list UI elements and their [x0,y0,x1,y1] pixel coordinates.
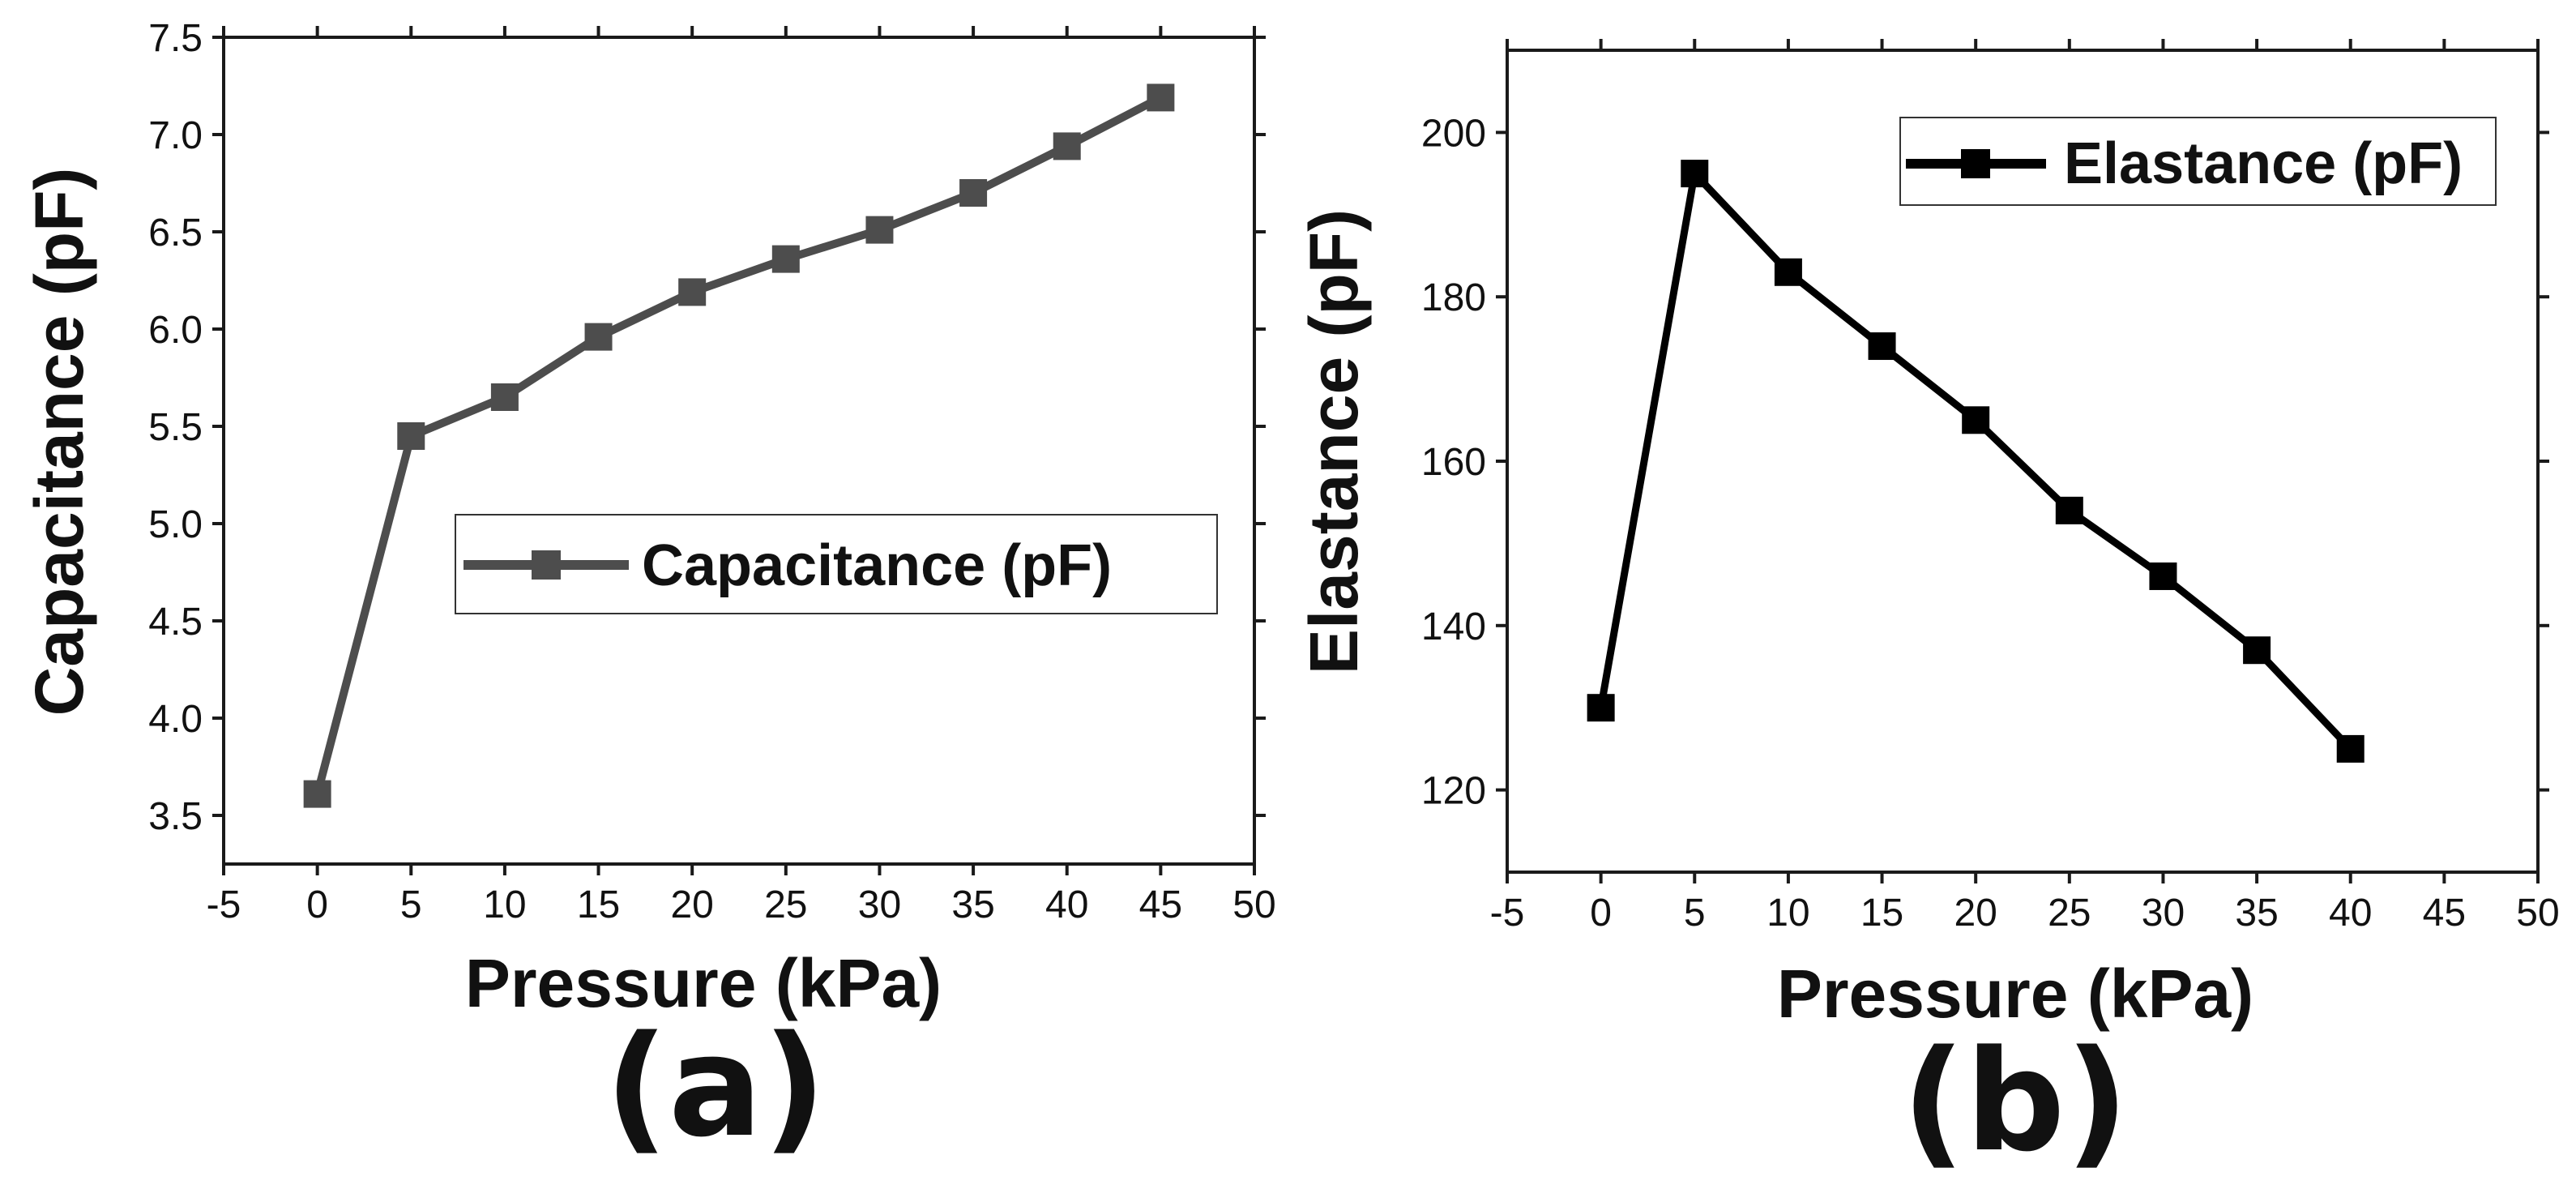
y-tick-label-a: 6.0 [148,309,203,352]
chart-panel-b: (b) Pressure (kPa) Elastance (pF) -5 0 5 10… [1296,39,2560,1183]
data-point-b [2055,496,2083,524]
x-tick-label-a: 50 [1232,883,1275,926]
x-tick-label-b: 40 [2329,892,2372,935]
series-line-b [1597,169,2353,751]
x-tick-label-b: 15 [1860,892,1903,935]
series-group-a [303,83,1175,808]
y-tick-label-a: 3.5 [148,795,203,838]
y-tick-label-b: 160 [1421,441,1486,484]
series-line-a [313,93,1163,795]
x-tick-label-b: 35 [2235,892,2278,935]
x-tick-label-b: 20 [1954,892,1997,935]
y-tick-label-a: 7.0 [148,114,203,157]
legend-marker-a [532,550,561,580]
y-tick-label-b: 120 [1421,770,1486,813]
legend-marker-b [1961,149,1990,178]
x-tick-label-a: 0 [306,883,328,926]
y-tick-label-b: 200 [1421,112,1486,155]
x-axis-title-a: Pressure (kPa) [465,945,942,1021]
tick-group-b: -5 0 5 10 15 20 25 30 35 40 45 50 120 140 160 180 200 [1421,39,2560,935]
x-tick-label-b: 45 [2423,892,2466,935]
data-point-a [1053,132,1081,160]
data-point-b [2336,734,2365,763]
x-tick-label-b: 30 [2142,892,2185,935]
x-tick-label-a: 45 [1139,883,1182,926]
data-point-a [303,780,331,808]
x-tick-label-b: 50 [2516,892,2559,935]
legend-a: Capacitance (pF) [455,514,1218,614]
plot-frame-a [222,36,1256,866]
data-point-a [959,179,988,207]
data-point-b [1774,258,1802,286]
y-axis-title-b: Elastance (pF) [1296,209,1372,674]
x-tick-label-a: 35 [951,883,994,926]
data-point-a [397,422,425,450]
data-point-a [865,216,894,244]
data-point-a [1147,83,1175,112]
data-point-b [1681,160,1709,188]
data-point-b [2149,562,2177,590]
data-point-a [678,278,707,306]
x-tick-label-b: 5 [1684,892,1706,935]
x-tick-label-b: 0 [1590,892,1612,935]
x-tick-label-b: -5 [1490,892,1525,935]
y-tick-label-a: 5.5 [148,406,203,449]
tick-group-a: -5 0 5 10 15 20 25 30 35 40 45 50 3.5 4.0 4.5 5.0 5.5 6.0… [148,17,1275,926]
data-point-b [1868,332,1896,361]
plot-frame-b [1506,49,2540,874]
data-point-b [2243,636,2271,665]
x-tick-label-b: 10 [1766,892,1809,935]
legend-label-b: Elastance (pF) [2064,131,2463,196]
y-tick-label-b: 140 [1421,605,1486,648]
data-point-b [1587,694,1615,722]
y-tick-label-a: 4.5 [148,601,203,644]
x-tick-label-a: -5 [207,883,241,926]
y-tick-label-a: 7.5 [148,17,203,60]
y-tick-label-a: 6.5 [148,212,203,255]
data-point-b [1962,406,1990,434]
panel-label-a: (a) [604,1005,826,1168]
x-axis-title-b: Pressure (kPa) [1777,956,2253,1032]
x-tick-label-b: 25 [2048,892,2091,935]
x-tick-label-a: 25 [764,883,807,926]
x-tick-label-a: 5 [400,883,422,926]
data-point-a [584,323,613,351]
x-tick-label-a: 30 [858,883,901,926]
chart-panel-a: (a) Pressure (kPa) Capacitance (pF) -5 0 5… [21,17,1276,1168]
data-point-a [771,245,800,273]
panel-label-b: (b) [1902,1020,2129,1183]
y-tick-label-a: 4.0 [148,698,203,741]
y-tick-label-a: 5.0 [148,503,203,546]
y-tick-label-b: 180 [1421,276,1486,319]
x-tick-label-a: 20 [670,883,713,926]
legend-label-a: Capacitance (pF) [642,533,1112,598]
y-axis-title-a: Capacitance (pF) [21,168,97,717]
x-tick-label-a: 40 [1045,883,1088,926]
data-point-a [490,383,519,411]
series-group-b [1587,160,2365,763]
x-tick-label-a: 10 [483,883,526,926]
legend-b: Elastance (pF) [1899,117,2497,206]
x-tick-label-a: 15 [577,883,620,926]
